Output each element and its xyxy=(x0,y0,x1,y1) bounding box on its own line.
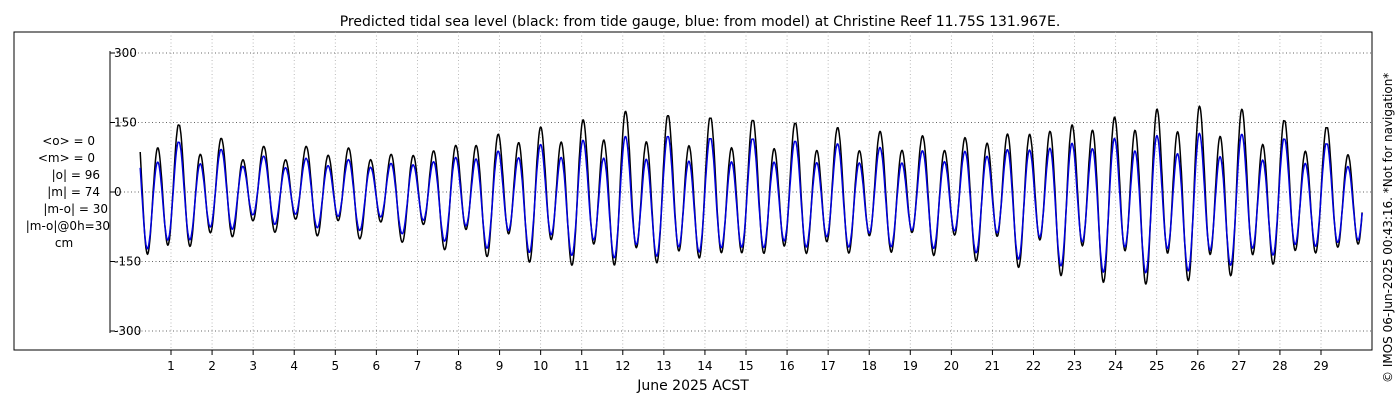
x-tick-label: 25 xyxy=(1149,359,1164,373)
x-axis-label: June 2025 ACST xyxy=(636,378,749,394)
x-tick-label: 15 xyxy=(738,359,753,373)
x-tick-label: 4 xyxy=(290,359,298,373)
stat-line: <m> = 0 xyxy=(38,151,95,165)
stat-line: <o> = 0 xyxy=(42,134,95,148)
x-tick-label: 13 xyxy=(656,359,671,373)
x-tick-label: 23 xyxy=(1067,359,1082,373)
x-tick-label: 10 xyxy=(533,359,548,373)
stat-line: cm xyxy=(55,236,73,250)
statistics-block: <o> = 0 <m> = 0 |o| = 96 |m| = 74 |m-o| = 30… xyxy=(26,134,110,250)
x-tick-label: 2 xyxy=(208,359,216,373)
x-tick-label: 3 xyxy=(249,359,257,373)
chart-title: Predicted tidal sea level (black: from t… xyxy=(340,14,1061,30)
stat-line: |m-o| = 30 xyxy=(43,202,108,216)
x-tick-label: 24 xyxy=(1108,359,1123,373)
stat-line: |m| = 74 xyxy=(47,185,100,199)
x-tick-label: 1 xyxy=(167,359,175,373)
grid-lines xyxy=(110,32,1372,350)
x-tick-label: 9 xyxy=(496,359,504,373)
y-tick-label: 0 xyxy=(114,185,122,199)
y-tick-label: 150 xyxy=(114,116,137,130)
x-tick-label: 7 xyxy=(414,359,422,373)
x-tick-label: 5 xyxy=(331,359,339,373)
series-layer xyxy=(139,105,1363,285)
x-tick-label: 8 xyxy=(455,359,463,373)
x-tick-label: 20 xyxy=(944,359,959,373)
x-tick-label: 12 xyxy=(615,359,630,373)
x-tick-label: 19 xyxy=(903,359,918,373)
plot-frame xyxy=(13,31,1373,351)
x-tick-label: 29 xyxy=(1313,359,1328,373)
y-tick-label: -300 xyxy=(114,324,141,338)
x-tick-label: 11 xyxy=(574,359,589,373)
x-axis: 1 2 3 4 5 6 7 8 9 10 11 12 13 14 15 16 17 18 19 20 21 22 23 24 2… xyxy=(167,350,1329,373)
y-tick-label: -150 xyxy=(114,255,141,269)
x-tick-label: 6 xyxy=(373,359,381,373)
x-tick-label: 17 xyxy=(821,359,836,373)
stat-line: |m-o|@0h=30 xyxy=(26,219,110,233)
x-tick-label: 21 xyxy=(985,359,1000,373)
model-series-line xyxy=(139,132,1363,274)
y-tick-label: 300 xyxy=(114,46,137,60)
stat-line: |o| = 96 xyxy=(52,168,100,182)
copyright-notice: © IMOS 06-Jun-2025 00:43:16. *Not for na… xyxy=(1381,73,1395,383)
x-tick-label: 27 xyxy=(1231,359,1246,373)
x-tick-label: 26 xyxy=(1190,359,1205,373)
x-tick-label: 16 xyxy=(779,359,794,373)
x-tick-label: 22 xyxy=(1026,359,1041,373)
x-tick-label: 28 xyxy=(1272,359,1287,373)
x-tick-label: 14 xyxy=(697,359,712,373)
y-axis: -300 -150 0 150 300 xyxy=(109,46,141,338)
x-tick-label: 18 xyxy=(862,359,877,373)
